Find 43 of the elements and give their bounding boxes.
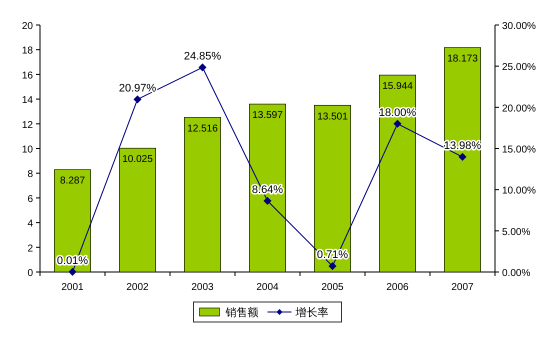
y-tick-label: 8 <box>27 169 34 180</box>
x-tick-label: 2004 <box>256 282 280 293</box>
y2-tick-label: 10.00% <box>502 186 536 197</box>
x-tick-label: 2006 <box>386 282 410 293</box>
data-label: 12.516 <box>187 123 218 134</box>
point <box>264 196 272 205</box>
y-tick-label: 14 <box>22 95 34 106</box>
y-tick-label: 20 <box>22 21 34 32</box>
data-label: 20.97% <box>118 82 156 94</box>
y-tick-label: 4 <box>27 218 34 230</box>
y-tick-label: 0 <box>27 268 34 279</box>
y-tick-label: 18 <box>22 46 34 57</box>
y2-tick-label: 20.00% <box>502 103 536 114</box>
y-tick-label: 16 <box>22 70 34 82</box>
data-label: 15.944 <box>382 81 414 92</box>
y-tick-label: 12 <box>22 120 34 131</box>
y2-tick-label: 15.00% <box>502 144 536 156</box>
point <box>134 95 142 104</box>
data-label: 10.025 <box>122 154 154 166</box>
y2-tick-label: 30.00% <box>502 21 536 32</box>
point <box>394 120 402 128</box>
legend-label: 增长率 <box>294 306 328 319</box>
y2-tick-label: 5.00% <box>502 226 530 238</box>
y2-tick-label: 25.00% <box>502 62 536 74</box>
point <box>458 152 466 161</box>
data-label: 13.597 <box>252 110 284 122</box>
legend-label: 销售额 <box>224 306 258 319</box>
point <box>68 268 76 276</box>
y2-tick-label: 0.00% <box>502 268 530 279</box>
y-tick-label: 6 <box>27 194 34 205</box>
data-label: 24.85% <box>184 50 222 62</box>
y-tick-label: 10 <box>22 144 34 156</box>
data-label: 8.287 <box>60 176 86 187</box>
y-tick-label: 2 <box>27 243 34 254</box>
point <box>328 262 336 270</box>
x-tick-label: 2001 <box>61 282 84 293</box>
data-label: 18.173 <box>447 54 478 65</box>
x-tick-label: 2002 <box>126 282 150 293</box>
point <box>198 63 206 72</box>
x-tick-label: 2007 <box>451 282 474 293</box>
x-tick-label: 2003 <box>191 282 214 293</box>
data-label: 13.501 <box>317 111 348 122</box>
x-tick-label: 2005 <box>321 282 344 293</box>
